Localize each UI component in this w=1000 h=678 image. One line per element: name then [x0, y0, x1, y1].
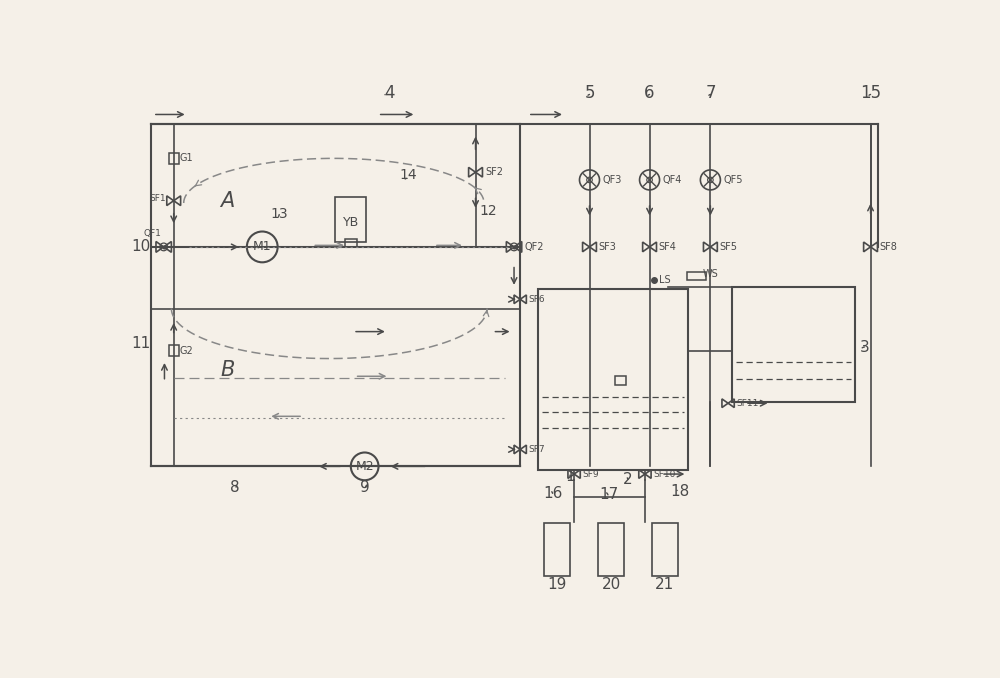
Text: QF4: QF4: [663, 175, 682, 185]
Text: SF1: SF1: [149, 194, 166, 203]
Text: 10: 10: [132, 239, 151, 254]
Text: SF2: SF2: [486, 167, 504, 177]
Text: QF2: QF2: [524, 242, 544, 252]
Text: 18: 18: [671, 484, 690, 499]
Text: QF1: QF1: [144, 228, 162, 237]
Text: 8: 8: [230, 479, 240, 495]
Text: 7: 7: [705, 84, 716, 102]
Bar: [732, 287, 855, 403]
Text: M2: M2: [355, 460, 374, 473]
Text: SF8: SF8: [880, 242, 898, 252]
Text: 2: 2: [623, 472, 633, 487]
Bar: [335, 197, 366, 241]
Text: SF9: SF9: [583, 470, 599, 479]
Text: LS: LS: [659, 275, 670, 285]
Text: 19: 19: [547, 577, 567, 592]
Bar: [598, 523, 624, 576]
FancyArrowPatch shape: [607, 493, 608, 495]
Text: 13: 13: [270, 207, 288, 221]
Text: 12: 12: [479, 203, 497, 218]
Text: SF10: SF10: [653, 470, 676, 479]
Text: SF7: SF7: [529, 445, 545, 454]
Text: 14: 14: [400, 168, 417, 182]
Text: 5: 5: [584, 84, 595, 102]
Text: SF6: SF6: [529, 295, 545, 304]
Text: 17: 17: [599, 487, 618, 502]
Text: A: A: [220, 191, 235, 211]
Text: SF4: SF4: [659, 242, 677, 252]
Text: SF3: SF3: [599, 242, 617, 252]
Text: B: B: [220, 360, 235, 380]
Bar: [538, 290, 688, 471]
Bar: [169, 153, 179, 164]
Text: 21: 21: [655, 577, 675, 592]
Bar: [652, 523, 678, 576]
Text: 1: 1: [565, 469, 575, 484]
Text: SF5: SF5: [720, 242, 738, 252]
FancyArrowPatch shape: [709, 94, 710, 95]
FancyArrowPatch shape: [862, 347, 864, 348]
FancyArrowPatch shape: [869, 94, 871, 95]
Text: QF3: QF3: [603, 175, 622, 185]
Text: SF11: SF11: [737, 399, 759, 407]
Bar: [544, 523, 570, 576]
Text: 16: 16: [544, 486, 563, 501]
Bar: [169, 346, 179, 356]
Text: 20: 20: [601, 577, 621, 592]
Text: 9: 9: [360, 479, 370, 495]
Text: 6: 6: [644, 84, 655, 102]
Text: G1: G1: [180, 153, 193, 163]
Bar: [687, 273, 706, 280]
Bar: [345, 239, 357, 247]
Text: 15: 15: [860, 84, 881, 102]
FancyArrowPatch shape: [648, 94, 650, 95]
Text: G2: G2: [180, 346, 194, 356]
Text: 11: 11: [132, 336, 151, 351]
Text: 3: 3: [860, 340, 870, 355]
Text: WS: WS: [703, 269, 718, 279]
FancyArrowPatch shape: [588, 94, 590, 95]
Bar: [615, 376, 626, 384]
Text: QF5: QF5: [723, 175, 743, 185]
Text: 4: 4: [384, 84, 395, 102]
Text: M1: M1: [253, 241, 272, 254]
FancyArrowPatch shape: [365, 485, 367, 487]
Text: YB: YB: [343, 216, 359, 228]
